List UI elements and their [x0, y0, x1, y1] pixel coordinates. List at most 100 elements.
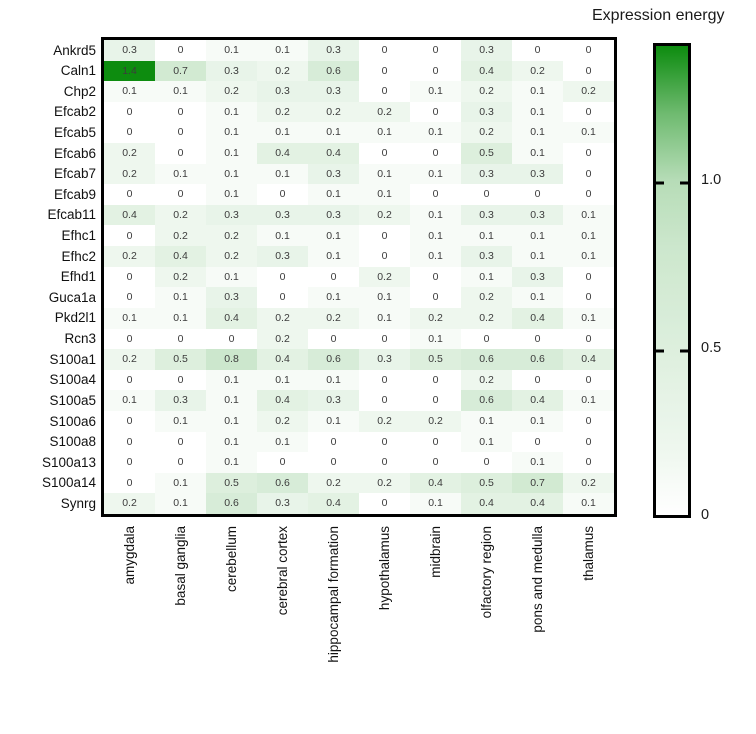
heatmap-cell: 0: [155, 40, 206, 61]
heatmap-cell: 0.1: [257, 431, 308, 453]
heatmap-cell: 0.2: [206, 246, 257, 267]
row-label: Efcab7: [53, 166, 96, 182]
heatmap-cell: 0.4: [206, 307, 257, 329]
heatmap-cell: 0.4: [461, 60, 512, 82]
heatmap-cell: 0.2: [461, 122, 512, 144]
heatmap-cell: 0.1: [410, 493, 461, 514]
heatmap-cell: 0: [563, 163, 614, 185]
heatmap-cell: 0: [563, 287, 614, 308]
heatmap-cell: 0.1: [512, 81, 563, 102]
heatmap-cell: 0: [563, 60, 614, 82]
heatmap-cell: 0.1: [512, 225, 563, 247]
heatmap-grid: 0.3 0 0.1 0.1 0.3 0 0 0.3 0 0 1.4 0.7 0.3 0.2 0.6 0 0 0.4…: [101, 37, 617, 517]
heatmap-cell: 0.1: [512, 246, 563, 267]
heatmap-cell: 0.3: [257, 204, 308, 226]
heatmap-cell: 0: [410, 143, 461, 164]
heatmap-cell: 0.1: [206, 163, 257, 185]
heatmap-cell: 0.4: [104, 204, 155, 226]
heatmap-cell: 0: [308, 266, 359, 288]
heatmap-cell: 0: [104, 287, 155, 308]
colorbar-tick: [680, 181, 688, 185]
heatmap-cell: 0.2: [257, 410, 308, 432]
heatmap-cell: 0.2: [461, 81, 512, 102]
heatmap-cell: 0: [308, 431, 359, 453]
heatmap-cell: 0.1: [410, 81, 461, 102]
heatmap-cell: 0.2: [257, 101, 308, 123]
heatmap-cell: 0.3: [308, 390, 359, 411]
heatmap-cell: 0.1: [308, 246, 359, 267]
heatmap-cell: 0.6: [206, 493, 257, 514]
heatmap-cell: 0: [410, 60, 461, 82]
heatmap-cell: 0.1: [206, 40, 257, 61]
heatmap-cell: 0: [155, 122, 206, 144]
row-label: Efcab6: [53, 145, 96, 161]
heatmap-cell: 0: [410, 101, 461, 123]
column-label: amygdala: [121, 526, 137, 585]
row-label: Ankrd5: [53, 42, 96, 58]
heatmap-cell: 0: [359, 225, 410, 247]
heatmap-cell: 0: [206, 328, 257, 350]
heatmap-cell: 0: [461, 328, 512, 350]
row-label: Efhc2: [61, 248, 96, 264]
heatmap-cell: 0: [410, 287, 461, 308]
heatmap-cell: 0: [257, 452, 308, 473]
heatmap-cell: 0.1: [461, 266, 512, 288]
heatmap-cell: 0.1: [206, 184, 257, 205]
heatmap-cell: 0.2: [104, 246, 155, 267]
heatmap-cell: 0.3: [308, 40, 359, 61]
heatmap-cell: 0.1: [206, 143, 257, 164]
row-label: S100a5: [49, 392, 96, 408]
row-label: Pkd2l1: [54, 310, 96, 326]
heatmap-cell: 0.2: [104, 349, 155, 370]
column-label-slot: thalamus: [563, 526, 614, 731]
colorbar-tick: [656, 181, 664, 185]
column-label: midbrain: [427, 526, 443, 578]
heatmap-cell: 0.1: [206, 122, 257, 144]
row-label: Efhc1: [61, 228, 96, 244]
heatmap-cell: 0: [461, 184, 512, 205]
heatmap-cell: 0.4: [461, 493, 512, 514]
row-label: Caln1: [60, 63, 96, 79]
heatmap-cell: 0: [104, 452, 155, 473]
heatmap-cell: 0.1: [461, 225, 512, 247]
heatmap-cell: 0.7: [512, 472, 563, 494]
heatmap-cell: 0.8: [206, 349, 257, 370]
heatmap-cell: 0: [257, 184, 308, 205]
column-label-slot: cerebellum: [206, 526, 257, 731]
heatmap-cell: 0.1: [410, 328, 461, 350]
heatmap-cell: 0.1: [359, 122, 410, 144]
heatmap-cell: 0: [155, 431, 206, 453]
heatmap-cell: 0: [410, 390, 461, 411]
heatmap-cell: 0.1: [512, 452, 563, 473]
heatmap-cell: 0: [512, 328, 563, 350]
heatmap-cell: 0.1: [104, 390, 155, 411]
heatmap-cell: 0.4: [308, 493, 359, 514]
heatmap-cell: 0.5: [410, 349, 461, 370]
heatmap-cell: 0: [410, 40, 461, 61]
heatmap-cell: 0.2: [512, 60, 563, 82]
heatmap-cell: 0: [410, 452, 461, 473]
heatmap-cell: 0.3: [206, 204, 257, 226]
heatmap-cell: 0.2: [359, 101, 410, 123]
heatmap-cell: 0.6: [257, 472, 308, 494]
heatmap-cell: 0.1: [359, 163, 410, 185]
heatmap-cell: 0.1: [410, 225, 461, 247]
heatmap-cell: 0.4: [257, 349, 308, 370]
row-label: Efcab11: [47, 207, 96, 223]
heatmap-cell: 0.1: [155, 287, 206, 308]
heatmap-cell: 0.2: [359, 472, 410, 494]
heatmap-cell: 0.1: [206, 101, 257, 123]
heatmap-cell: 0.1: [155, 410, 206, 432]
colorbar-tick-label: 0: [701, 507, 710, 523]
row-label: Chp2: [63, 83, 96, 99]
heatmap-cell: 0.2: [461, 287, 512, 308]
column-label-slot: basal ganglia: [155, 526, 206, 731]
heatmap-cell: 0.4: [155, 246, 206, 267]
heatmap-cell: 0: [410, 184, 461, 205]
heatmap-cell: 0: [359, 390, 410, 411]
heatmap-cell: 0.1: [308, 122, 359, 144]
heatmap-cell: 0.6: [308, 349, 359, 370]
column-label: hippocampal formation: [325, 526, 341, 663]
heatmap-cell: 0.1: [104, 81, 155, 102]
heatmap-cell: 0.2: [155, 204, 206, 226]
